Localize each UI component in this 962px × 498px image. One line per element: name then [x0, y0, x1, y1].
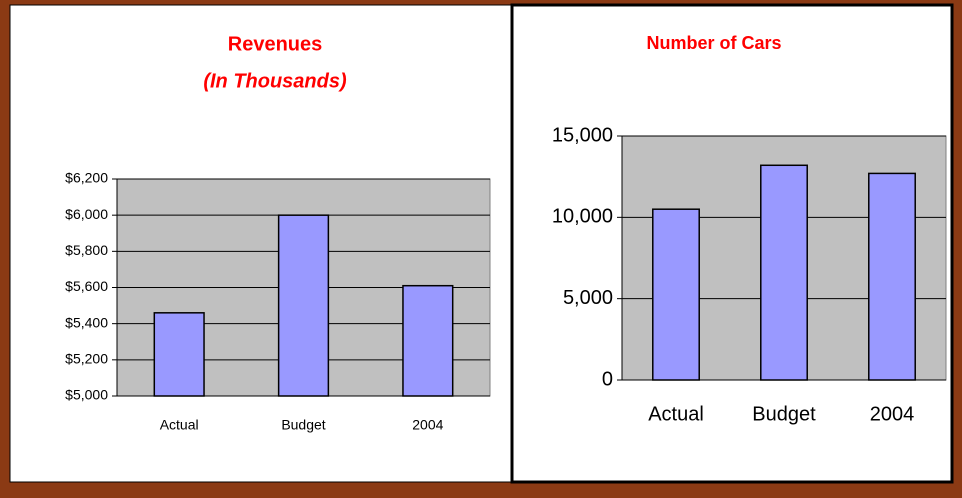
x-tick-label: 2004 — [412, 417, 443, 433]
y-tick-label: $5,600 — [65, 278, 108, 294]
x-tick-label: 2004 — [870, 403, 915, 425]
chart-title: Number of Cars — [646, 33, 781, 53]
y-tick-label: $6,200 — [65, 170, 108, 186]
y-tick-label: 15,000 — [552, 124, 613, 146]
x-tick-label: Actual — [648, 403, 704, 425]
chart-subtitle: (In Thousands) — [203, 70, 347, 92]
y-tick-label: 0 — [602, 368, 613, 390]
x-tick-label: Budget — [752, 403, 816, 425]
y-tick-label: 10,000 — [552, 206, 613, 228]
bar — [760, 164, 808, 381]
chart-title: Revenues — [228, 33, 323, 55]
bar — [868, 172, 916, 381]
y-tick-label: $5,800 — [65, 242, 108, 258]
y-tick-label: $5,400 — [65, 314, 108, 330]
bar — [402, 284, 454, 397]
y-tick-label: 5,000 — [563, 287, 613, 309]
y-tick-label: $6,000 — [65, 206, 108, 222]
bar — [277, 214, 330, 397]
x-tick-label: Budget — [281, 417, 325, 433]
y-tick-label: $5,200 — [65, 351, 108, 367]
y-tick-label: $5,000 — [65, 387, 108, 403]
x-tick-label: Actual — [160, 417, 199, 433]
bar — [652, 208, 700, 381]
bar — [153, 312, 205, 397]
